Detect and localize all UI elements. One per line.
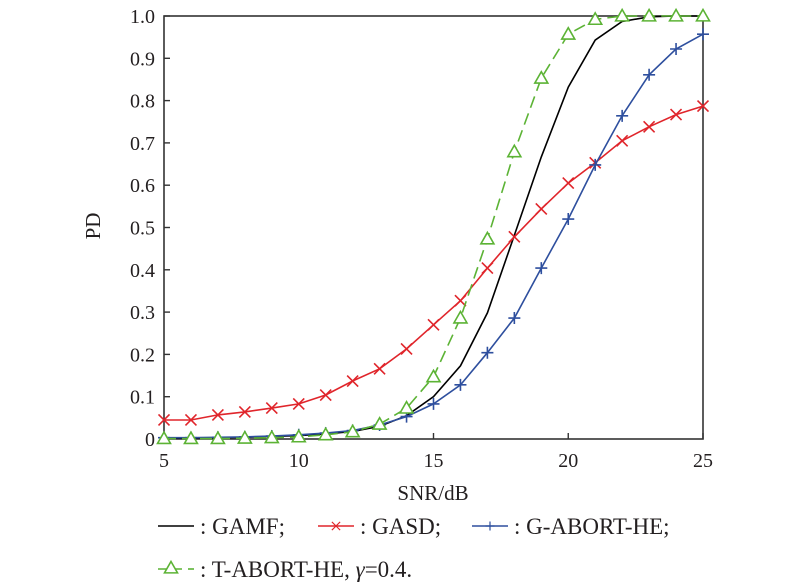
data-point — [290, 428, 307, 443]
data-point — [697, 28, 709, 41]
data-point — [669, 108, 683, 121]
y-tick-label: 0 — [145, 429, 155, 451]
legend-item: : GASD; — [318, 514, 441, 539]
data-point — [292, 397, 305, 410]
legend-label-text: : T-ABORT-HE, — [200, 557, 356, 582]
y-tick-label: 0.3 — [130, 302, 155, 324]
y-tick-label: 0.2 — [130, 344, 155, 366]
data-point — [238, 405, 251, 418]
y-tick-label: 0.8 — [130, 91, 155, 113]
data-point — [614, 7, 631, 22]
series-gasd — [157, 100, 710, 427]
data-point — [479, 230, 496, 245]
data-point — [211, 408, 224, 421]
data-point — [508, 230, 521, 243]
data-point — [454, 294, 467, 307]
data-point — [696, 100, 710, 113]
y-tick-label: 1.0 — [130, 6, 155, 28]
data-point — [506, 143, 523, 158]
legend-gamma: γ — [356, 557, 366, 582]
data-point — [695, 7, 711, 22]
legend-item: : G-ABORT-HE; — [472, 514, 670, 539]
y-axis: 0 0.1 0.2 0.3 0.4 0.5 0.6 0.7 0.8 0.9 1.0 — [130, 6, 170, 451]
legend-marker — [331, 521, 341, 531]
data-point — [560, 26, 577, 40]
x-axis-title: SNR/dB — [397, 481, 468, 505]
legend-label-text: : GASD; — [360, 514, 441, 539]
data-point — [427, 397, 440, 410]
data-point — [481, 262, 494, 275]
legend-label: : G-ABORT-HE; — [514, 514, 670, 539]
data-point — [398, 400, 415, 414]
x-tick-label: 25 — [693, 450, 713, 472]
y-tick-label: 0.6 — [130, 175, 155, 197]
legend-label-text: : G-ABORT-HE; — [514, 514, 670, 539]
legend-suffix: =0.4. — [365, 557, 412, 582]
data-point — [265, 402, 278, 415]
x-tick-label: 10 — [289, 450, 309, 472]
legend-label: : T-ABORT-HE, γ=0.4. — [200, 557, 412, 582]
data-point — [589, 158, 602, 171]
legend-label: : GASD; — [360, 514, 441, 539]
data-point — [156, 430, 172, 445]
data-point — [643, 68, 656, 81]
data-point — [454, 378, 467, 391]
y-tick-label: 0.1 — [130, 387, 155, 409]
x-tick-label: 5 — [159, 450, 169, 472]
data-point — [344, 423, 361, 438]
x-axis: 5 10 15 20 25 — [159, 433, 713, 472]
data-point — [533, 70, 550, 84]
data-point — [668, 7, 684, 22]
data-point — [346, 374, 359, 388]
legend-marker — [163, 559, 179, 574]
legend: : GAMF; : GASD; : G-ABORT-HE; : T-ABORT-HE,… — [158, 514, 670, 582]
series-t-abort-he — [156, 7, 711, 445]
y-tick-label: 0.5 — [130, 218, 155, 240]
legend-item: : T-ABORT-HE, γ=0.4. — [158, 557, 412, 582]
data-point — [184, 413, 198, 427]
data-point — [373, 362, 386, 375]
legend-swatch — [318, 521, 354, 531]
legend-swatch — [472, 521, 508, 531]
x-tick-label: 15 — [424, 450, 444, 472]
data-point — [157, 413, 171, 427]
data-point — [452, 309, 469, 324]
data-point — [616, 109, 629, 122]
data-point — [562, 177, 575, 190]
data-point — [317, 426, 334, 441]
y-axis-title: PD — [81, 213, 105, 240]
data-point — [616, 134, 629, 147]
data-point — [371, 416, 388, 430]
data-point — [670, 42, 683, 55]
legend-label-text: : GAMF; — [200, 514, 285, 539]
data-point — [319, 388, 332, 402]
legend-swatch — [158, 559, 194, 574]
data-point — [508, 312, 521, 325]
data-point — [535, 202, 548, 215]
y-tick-label: 0.7 — [130, 133, 155, 155]
data-point — [562, 213, 575, 226]
data-point — [643, 120, 656, 133]
data-point — [427, 318, 440, 331]
legend-item: : GAMF; — [158, 514, 285, 539]
data-point — [400, 342, 413, 355]
y-tick-label: 0.9 — [130, 48, 155, 70]
data-point — [263, 429, 280, 444]
data-point — [210, 430, 226, 445]
series-layer — [156, 7, 711, 445]
x-tick-label: 20 — [558, 450, 578, 472]
data-point — [425, 368, 442, 383]
data-point — [183, 430, 199, 445]
data-point — [587, 11, 604, 26]
legend-marker — [485, 521, 495, 531]
data-point — [641, 7, 657, 22]
legend-label: : GAMF; — [200, 514, 285, 539]
data-point — [236, 430, 253, 444]
data-point — [535, 262, 548, 275]
data-point — [481, 346, 494, 359]
y-tick-label: 0.4 — [130, 260, 155, 282]
